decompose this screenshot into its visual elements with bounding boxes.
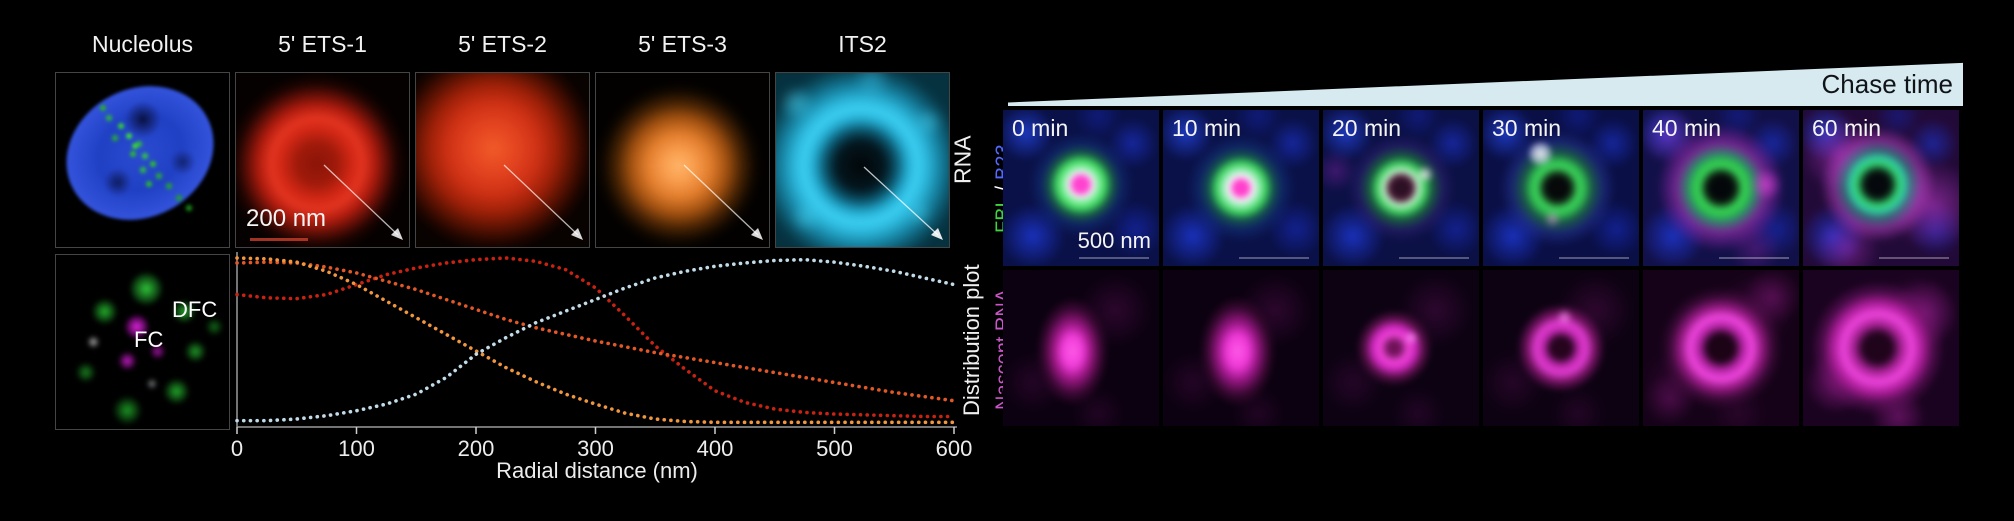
chase-nascent-tile-40min <box>1643 270 1799 426</box>
scalebar-line <box>1239 257 1309 259</box>
scalebar-500nm-line <box>1079 257 1149 259</box>
chase-fbl-tile-20min: 20 min <box>1323 110 1479 266</box>
timepoint-label: 0 min <box>1012 115 1069 141</box>
column-title-ets2: 5' ETS-2 <box>458 31 547 57</box>
timepoint-label: 60 min <box>1812 115 1882 141</box>
x-tick-label: 600 <box>936 436 973 461</box>
chase-fbl-tile-30min: 30 min <box>1483 110 1639 266</box>
scalebar-line <box>1399 257 1469 259</box>
center-arrow <box>503 164 583 240</box>
series-5' ETS-1 <box>235 256 956 419</box>
x-tick-label: 400 <box>697 436 734 461</box>
timepoint-label: 30 min <box>1492 115 1562 141</box>
column-title-nucleolus: Nucleolus <box>92 31 193 57</box>
ets2-image <box>415 72 590 248</box>
chase-fbl-tile-60min: 60 min <box>1803 110 1959 266</box>
center-arrow <box>323 164 403 240</box>
chase-nascent-tile-30min <box>1483 270 1639 426</box>
x-tick-label: 500 <box>816 436 853 461</box>
chase-nascent-tile-60min <box>1803 270 1959 426</box>
timepoint-label: 20 min <box>1332 115 1402 141</box>
chase-nascent-tile-20min <box>1323 270 1479 426</box>
chase-fbl-tile-40min: 40 min <box>1643 110 1799 266</box>
scalebar-200nm-label: 200 nm <box>246 205 327 232</box>
scalebar-500nm-label: 500 nm <box>1077 228 1151 253</box>
ets3-image <box>595 72 770 248</box>
rrna-speckles <box>132 143 138 149</box>
scalebar-line <box>1879 257 1949 259</box>
dfc-fc-image: DFC FC <box>55 254 230 430</box>
scalebar-200nm-line <box>250 238 308 241</box>
chase-time-label: Chase time <box>1821 69 1954 99</box>
x-axis-title: Radial distance (nm) <box>496 458 698 483</box>
column-title-ets1: 5' ETS-1 <box>278 31 367 57</box>
scalebar-line <box>1559 257 1629 259</box>
chase-time-wedge: Chase time <box>1008 62 1963 106</box>
series-5' ETS-2 <box>235 260 956 403</box>
its2-image <box>775 72 950 248</box>
row-label-distribution-plot: Distribution plot <box>959 264 984 416</box>
center-arrow <box>683 164 763 240</box>
distribution-plot: 0 100 200 300 400 500 600 Radial distance (nm) <box>231 252 972 483</box>
chase-fbl-tile-10min: 10 min <box>1163 110 1319 266</box>
chase-fbl-tile-0min: 0 min 500 nm <box>1003 110 1159 266</box>
fc-label: FC <box>134 327 164 352</box>
chase-nascent-tile-0min <box>1003 270 1159 426</box>
column-title-its2: ITS2 <box>838 31 887 57</box>
x-tick-label: 100 <box>338 436 375 461</box>
dfc-label: DFC <box>172 297 218 322</box>
x-tick-label: 200 <box>458 436 495 461</box>
x-tick-label: 0 <box>231 436 243 461</box>
nucleolus-image <box>55 72 230 248</box>
chase-nascent-tile-10min <box>1163 270 1319 426</box>
series-ITS2 <box>235 257 956 423</box>
nucleus-shape <box>56 73 229 246</box>
scalebar-line <box>1719 257 1789 259</box>
column-title-ets3: 5' ETS-3 <box>638 31 727 57</box>
row-label-rna: RNA <box>949 135 976 185</box>
timepoint-label: 40 min <box>1652 115 1722 141</box>
ets1-image: 200 nm <box>235 72 410 248</box>
x-tick-label: 300 <box>577 436 614 461</box>
timepoint-label: 10 min <box>1172 115 1242 141</box>
center-arrow <box>863 166 943 240</box>
